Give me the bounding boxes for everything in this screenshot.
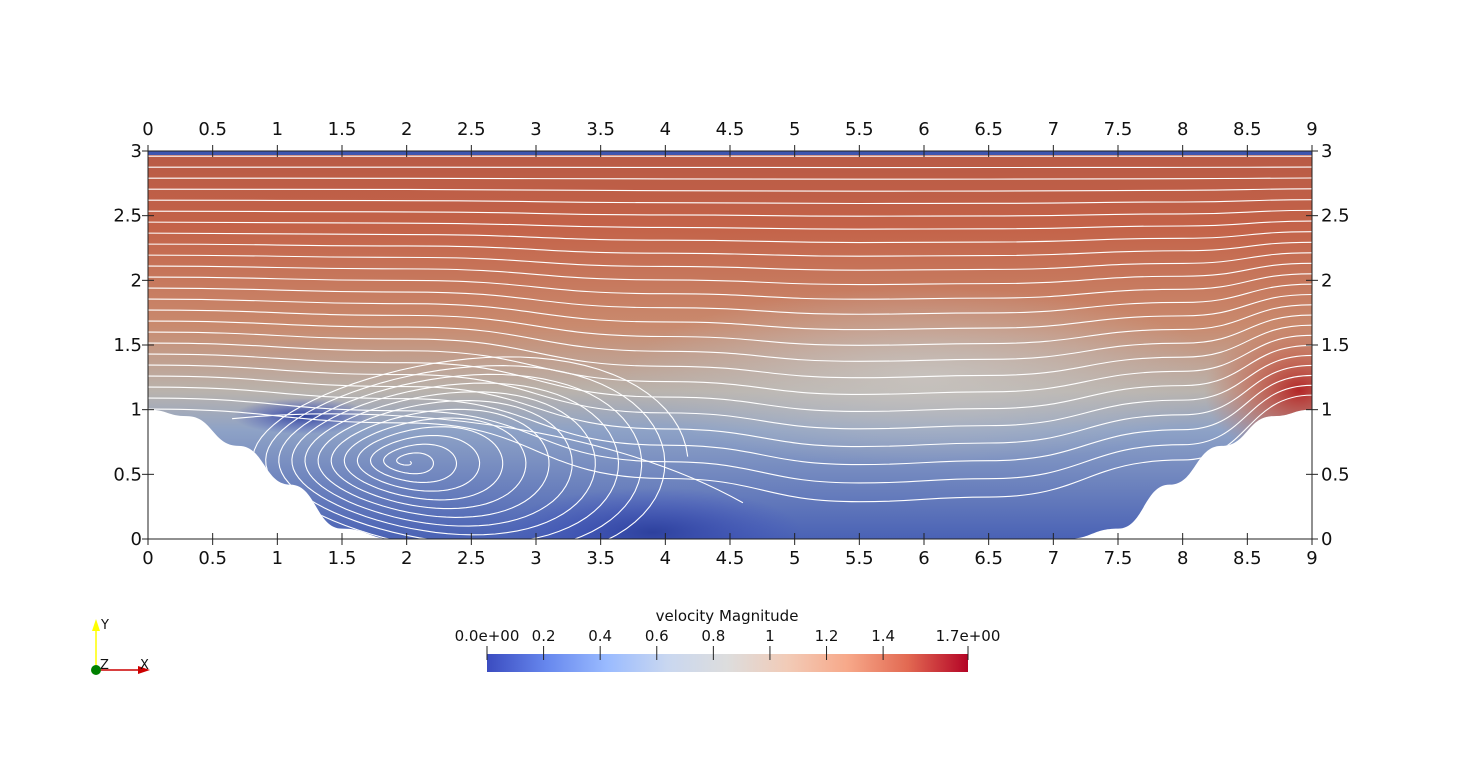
streamline [148,374,1312,466]
streamline [148,241,1312,257]
x-tick-label-bottom: 7 [1048,548,1059,569]
x-tick-label-bottom: 0.5 [198,548,227,569]
z-axis-icon [91,665,101,675]
y-axis-arrow-icon [92,619,100,631]
x-tick-label-top: 3.5 [586,119,615,140]
streamline [148,252,1312,271]
streamline [148,283,1312,315]
orientation-x-label: X [140,658,149,673]
x-tick-label-top: 9 [1306,119,1317,140]
x-tick-label-top: 3 [530,119,541,140]
colorbar-tick-label: 0.2 [532,627,556,645]
y-tick-label-left: 1.5 [113,335,142,356]
streamline [148,231,1312,244]
streamline [148,262,1312,286]
y-tick-label-right: 1 [1321,400,1332,421]
colorbar: velocity Magnitude 0.0e+00 0.2 0.4 0.6 0.8 1 1… [455,607,1001,672]
streamline [148,199,1312,205]
x-tick-label-bottom: 6.5 [974,548,1003,569]
streamline [148,394,1312,503]
colorbar-tick-label: 0.4 [588,627,612,645]
x-tick-label-top: 5 [789,119,800,140]
colorbar-gradient [487,654,968,672]
x-tick-label-top: 5.5 [845,119,874,140]
streamline [148,177,1312,180]
streamline [148,334,1312,395]
streamline [148,209,1312,217]
streamline [148,364,1312,448]
x-tick-label-bottom: 5 [789,548,800,569]
separation-streamline [232,413,744,504]
colorbar-tick-label: 0.0e+00 [455,627,520,645]
streamlines [148,155,1312,539]
x-tick-label-bottom: 9 [1306,548,1317,569]
orientation-y-label: Y [100,618,109,633]
x-tick-label-bottom: 8.5 [1233,548,1262,569]
y-tick-label-left: 0.5 [113,464,142,485]
colorbar-tick-label: 1.2 [815,627,839,645]
streamline [148,304,1312,346]
x-tick-label-top: 4 [660,119,671,140]
y-tick-label-left: 3 [131,141,142,162]
x-tick-label-top: 6.5 [974,119,1003,140]
x-tick-label-bottom: 5.5 [845,548,874,569]
x-tick-label-bottom: 1 [272,548,283,569]
streamline [148,293,1312,331]
x-tick-label-top: 1.5 [328,119,357,140]
x-tick-label-bottom: 3 [530,548,541,569]
y-tick-label-right: 0 [1321,529,1332,550]
y-tick-label-right: 1.5 [1321,335,1350,356]
streamline [148,344,1312,412]
y-tick-label-left: 1 [131,400,142,421]
x-tick-label-bottom: 4 [660,548,671,569]
x-tick-label-bottom: 2 [401,548,412,569]
streamline [148,354,1312,430]
x-tick-label-top: 8 [1177,119,1188,140]
x-tick-label-top: 6 [918,119,929,140]
colorbar-tick-label: 0.8 [701,627,725,645]
x-tick-label-top: 0 [142,119,153,140]
streamline [148,188,1312,192]
axis-ticks: 000.50.5111.51.5222.52.5333.53.5444.54.5… [113,119,1349,569]
colorbar-tick-label: 1.4 [871,627,895,645]
x-tick-label-top: 8.5 [1233,119,1262,140]
x-tick-label-bottom: 3.5 [586,548,615,569]
x-tick-label-top: 2 [401,119,412,140]
x-tick-label-bottom: 1.5 [328,548,357,569]
orientation-axes: Y X Z [91,618,150,675]
velocity-field [148,151,1312,539]
streamline [148,220,1312,230]
x-tick-label-top: 7 [1048,119,1059,140]
x-tick-label-bottom: 8 [1177,548,1188,569]
x-tick-label-top: 0.5 [198,119,227,140]
y-tick-label-right: 2 [1321,270,1332,291]
x-tick-label-top: 4.5 [716,119,745,140]
x-tick-label-top: 7.5 [1104,119,1133,140]
x-tick-label-bottom: 4.5 [716,548,745,569]
y-tick-label-right: 3 [1321,141,1332,162]
colorbar-tick-label: 1 [765,627,775,645]
vortex-streamline [252,356,689,539]
colorbar-tick-label: 1.7e+00 [936,627,1001,645]
x-tick-label-bottom: 0 [142,548,153,569]
orientation-z-label: Z [100,658,109,673]
colorbar-tick-label: 0.6 [645,627,669,645]
y-tick-label-right: 2.5 [1321,206,1350,227]
streamline [148,324,1312,379]
y-tick-label-left: 2 [131,270,142,291]
x-tick-label-top: 2.5 [457,119,486,140]
y-tick-label-left: 2.5 [113,206,142,227]
x-tick-label-bottom: 2.5 [457,548,486,569]
streamline [148,314,1312,362]
x-tick-label-bottom: 7.5 [1104,548,1133,569]
x-tick-label-top: 1 [272,119,283,140]
streamline [148,273,1312,300]
y-tick-label-left: 0 [131,529,142,550]
x-axis-arrow-icon [138,666,150,674]
x-tick-label-bottom: 6 [918,548,929,569]
colorbar-title: velocity Magnitude [656,607,799,625]
y-tick-label-right: 0.5 [1321,464,1350,485]
